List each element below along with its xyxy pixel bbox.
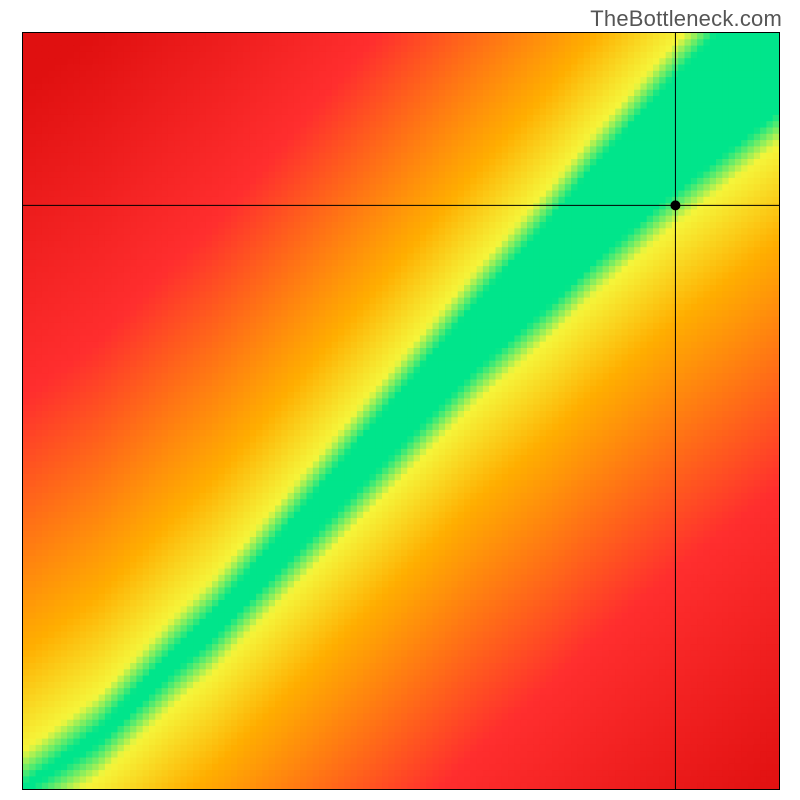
heatmap-cells [23,33,779,789]
watermark-text: TheBottleneck.com [590,6,782,32]
crosshair-marker [670,200,680,210]
heatmap-chart [22,32,780,790]
heatmap-svg [23,33,779,789]
bottleneck-chart-container: TheBottleneck.com [0,0,800,800]
